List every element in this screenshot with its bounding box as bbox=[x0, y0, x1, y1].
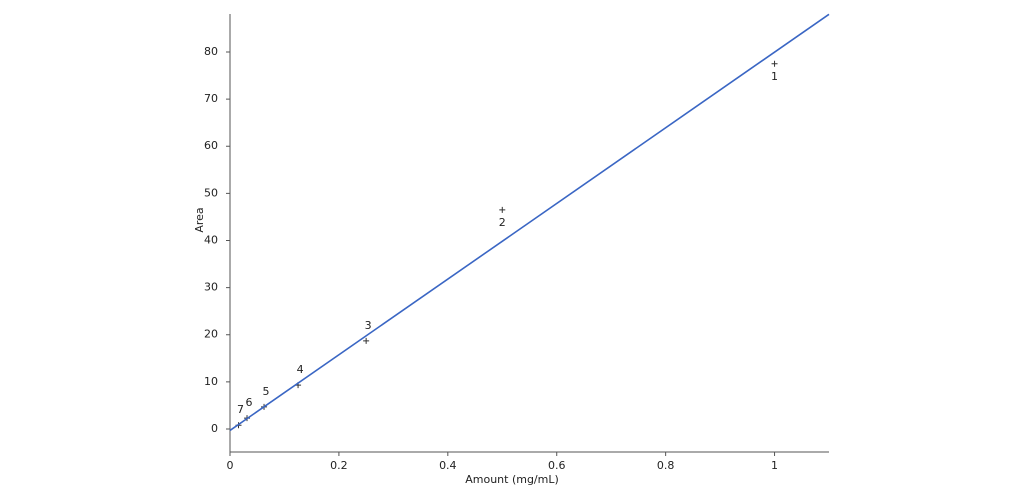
y-tick-label: 80 bbox=[204, 45, 218, 58]
point bbox=[771, 60, 778, 67]
x-tick-label: 0.6 bbox=[548, 459, 566, 472]
y-tick-label: 30 bbox=[204, 281, 218, 294]
x-tick-label: 1 bbox=[771, 459, 778, 472]
y-tick-label: 10 bbox=[204, 375, 218, 388]
x-tick-label: 0 bbox=[227, 459, 234, 472]
x-tick-label: 0.4 bbox=[439, 459, 457, 472]
point-label: 4 bbox=[297, 363, 304, 376]
y-tick-label: 20 bbox=[204, 328, 218, 341]
y-tick-label: 60 bbox=[204, 139, 218, 152]
point-label: 3 bbox=[365, 319, 372, 332]
fit-line bbox=[229, 13, 830, 432]
y-axis-label: Area bbox=[193, 207, 206, 232]
point-label: 7 bbox=[237, 403, 244, 416]
point bbox=[363, 337, 370, 344]
y-tick-label: 70 bbox=[204, 92, 218, 105]
x-tick-label: 0.2 bbox=[330, 459, 348, 472]
y-tick-label: 40 bbox=[204, 233, 218, 246]
y-tick-label: 50 bbox=[204, 186, 218, 199]
point-label: 6 bbox=[246, 396, 253, 409]
y-tick-label: 0 bbox=[211, 422, 218, 435]
x-axis-label: Amount (mg/mL) bbox=[465, 473, 559, 486]
point-label: 5 bbox=[263, 385, 270, 398]
point bbox=[499, 206, 506, 213]
x-tick-label: 0.8 bbox=[657, 459, 675, 472]
point-label: 1 bbox=[771, 70, 778, 83]
point-label: 2 bbox=[499, 216, 506, 229]
